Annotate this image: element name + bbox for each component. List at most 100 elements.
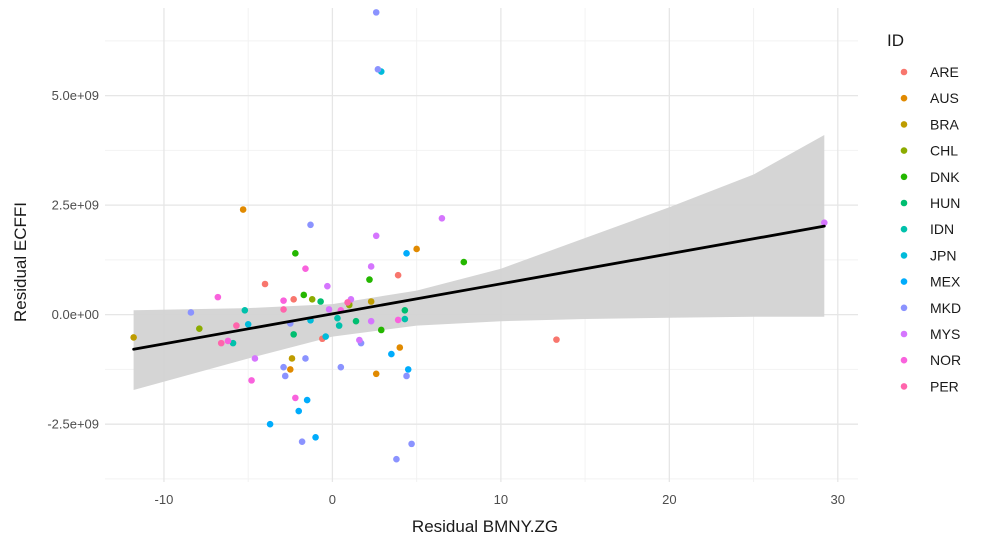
x-tick-label: 20 (662, 492, 676, 507)
data-point-mys (367, 317, 375, 325)
legend-swatch-mys (900, 330, 908, 338)
confidence-band (133, 135, 825, 390)
data-point-per (344, 299, 351, 306)
legend: ID ARE AUS BRA CHL DNK HUN IDN JPN MEX MKD MYS NOR P… (887, 31, 961, 394)
legend-label-chl: CHL (930, 143, 958, 159)
y-axis-ticks: -2.5e+09 0.0e+00 2.5e+09 5.0e+09 (47, 88, 99, 432)
data-point-hun (352, 317, 360, 325)
data-point-mys (821, 219, 828, 226)
legend-swatch-are (900, 68, 908, 76)
data-point-idn (335, 322, 343, 329)
regression-line-layer (132, 224, 826, 351)
data-point-mkd (307, 221, 314, 229)
data-point-mkd (372, 9, 380, 16)
data-point-mkd (302, 355, 309, 362)
data-point-idn (334, 314, 341, 322)
legend-swatch-mex (900, 278, 908, 285)
data-point-mkd (298, 438, 306, 445)
data-point-hun (317, 298, 324, 305)
regression-line (132, 224, 826, 351)
legend-swatch-bra (900, 121, 908, 128)
y-tick-label: -2.5e+09 (47, 417, 99, 432)
data-point-dnk (300, 291, 308, 299)
data-point-hun (290, 331, 297, 338)
y-tick-label: 2.5e+09 (52, 198, 99, 213)
legend-swatch-nor (900, 356, 908, 364)
data-point-bra (130, 334, 137, 341)
data-point-mkd (393, 455, 400, 463)
y-axis-title: Residual ECFFI (11, 202, 30, 322)
y-tick-label: 0.0e+00 (52, 307, 99, 322)
data-point-mys (372, 232, 380, 240)
x-axis-ticks: -10 0 10 20 30 (155, 492, 845, 507)
legend-label-jpn: JPN (930, 247, 956, 263)
data-point-aus (239, 206, 247, 213)
legend-label-bra: BRA (930, 116, 959, 132)
data-point-mys (356, 336, 363, 344)
x-tick-label: 0 (329, 492, 336, 507)
data-point-mys (324, 282, 331, 290)
data-point-per (233, 322, 240, 329)
legend-label-are: ARE (930, 64, 959, 80)
data-point-mkd (187, 309, 195, 316)
data-point-bra (367, 298, 375, 305)
data-point-mkd (280, 363, 287, 371)
data-point-mex (266, 420, 274, 428)
legend-swatch-per (900, 383, 908, 390)
data-point-nor (214, 293, 222, 301)
data-point-dnk (292, 250, 299, 257)
data-point-bra (288, 355, 296, 362)
legend-label-aus: AUS (930, 90, 959, 106)
legend-swatch-chl (900, 147, 908, 154)
legend-title: ID (887, 31, 904, 50)
legend-swatch-idn (900, 225, 908, 233)
data-point-idn (229, 339, 237, 347)
data-point-mex (403, 250, 410, 257)
data-point-nor (302, 265, 309, 272)
x-axis-title: Residual BMNY.ZG (412, 517, 558, 536)
data-point-mkd (281, 372, 289, 380)
legend-label-mkd: MKD (930, 300, 961, 316)
data-point-jpn (322, 333, 329, 340)
data-point-aus (413, 245, 420, 253)
legend-items: ARE AUS BRA CHL DNK HUN IDN JPN MEX MKD MYS NOR PER (900, 64, 961, 394)
legend-swatch-mkd (900, 304, 908, 312)
legend-label-idn: IDN (930, 221, 954, 237)
data-point-chl (196, 325, 203, 332)
data-point-are (394, 271, 402, 279)
legend-swatch-jpn (900, 252, 908, 259)
data-point-are (261, 280, 269, 288)
confidence-band-layer (133, 135, 825, 390)
data-point-idn (241, 306, 249, 314)
data-point-nor (224, 337, 232, 345)
data-point-nor (394, 316, 402, 324)
data-point-per (217, 339, 225, 347)
data-point-mys (367, 263, 375, 270)
data-point-aus (372, 370, 380, 378)
legend-swatch-aus (900, 94, 908, 102)
data-point-dnk (377, 326, 385, 334)
data-point-per (280, 306, 287, 313)
data-point-are (290, 296, 297, 303)
data-point-mkd (374, 66, 382, 73)
data-point-mex (388, 350, 395, 358)
data-point-jpn (244, 320, 252, 328)
data-point-mex (312, 434, 319, 441)
data-point-mys (251, 355, 259, 362)
data-point-nor (280, 297, 287, 304)
data-point-idn (401, 315, 409, 323)
data-point-mkd (403, 372, 410, 380)
legend-label-nor: NOR (930, 352, 961, 368)
legend-label-per: PER (930, 378, 959, 394)
x-tick-label: -10 (155, 492, 174, 507)
legend-swatch-hun (900, 199, 908, 207)
data-point-aus (396, 344, 404, 351)
legend-label-hun: HUN (930, 195, 960, 211)
data-point-aus (287, 366, 294, 373)
data-point-nor (248, 377, 255, 384)
data-point-mys (438, 214, 446, 222)
data-point-mex (404, 366, 412, 373)
data-point-mex (303, 396, 311, 404)
data-point-nor (292, 394, 299, 402)
